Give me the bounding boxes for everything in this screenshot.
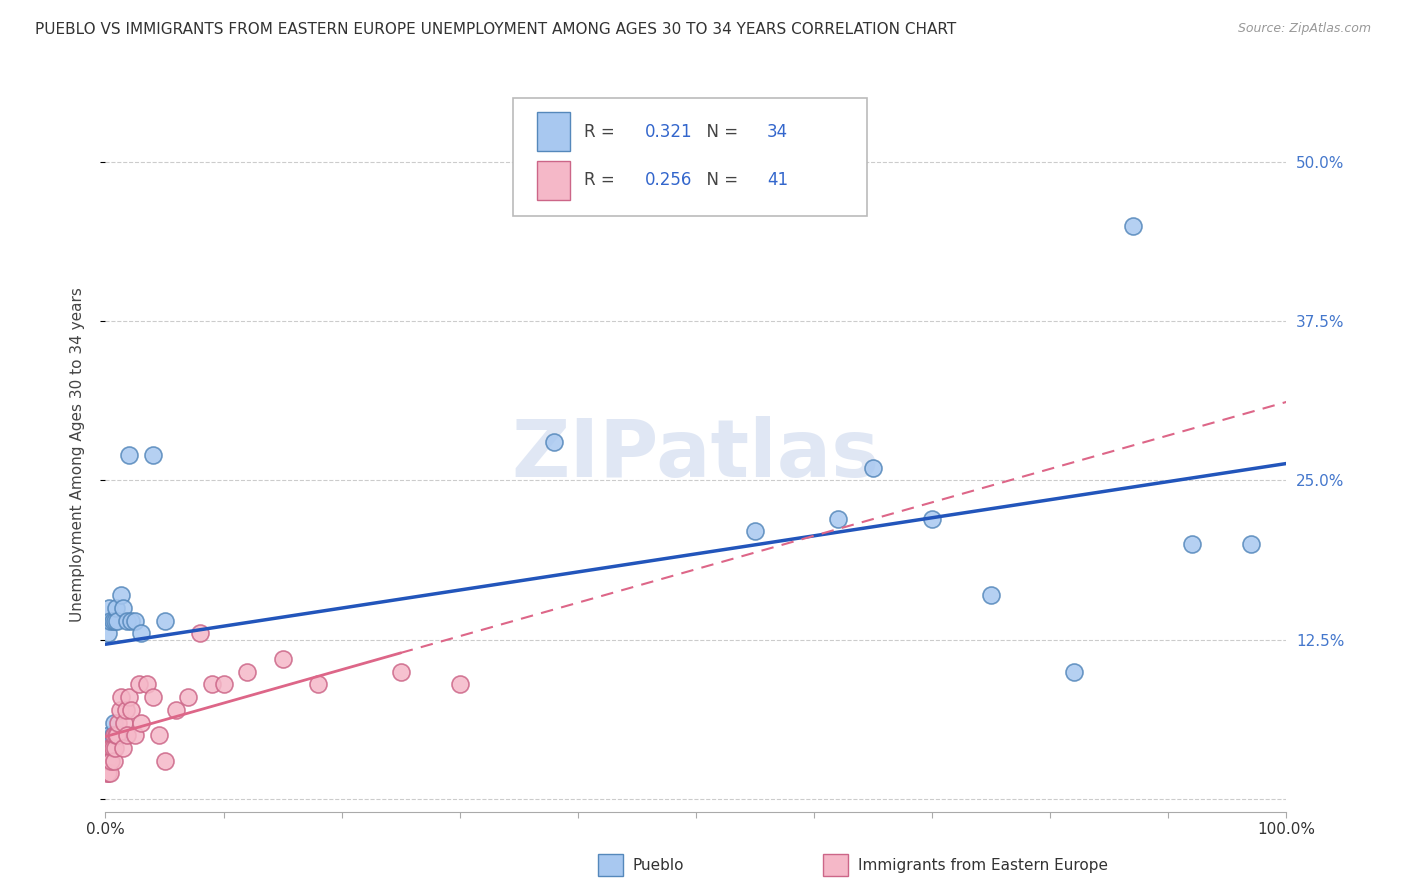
Point: [105, 614, 128, 628]
Point: [129, 626, 152, 640]
Point: [120, 614, 142, 628]
Point: [101, 614, 124, 628]
Point: [103, 754, 125, 768]
Point: [124, 614, 146, 628]
Point: [97, 626, 120, 640]
Point: [212, 677, 235, 691]
Point: [128, 677, 150, 691]
Point: [97, 766, 120, 780]
Text: N =: N =: [696, 171, 744, 189]
Point: [107, 715, 129, 730]
Point: [271, 652, 294, 666]
Bar: [537, 161, 569, 200]
Point: [100, 754, 122, 768]
Point: [124, 728, 146, 742]
Point: [120, 703, 142, 717]
Point: [104, 614, 127, 628]
Point: [1122, 219, 1144, 233]
Point: [103, 715, 125, 730]
Text: Immigrants from Eastern Europe: Immigrants from Eastern Europe: [858, 858, 1108, 872]
Point: [307, 677, 329, 691]
Point: [744, 524, 766, 539]
Text: 41: 41: [766, 171, 787, 189]
Point: [97, 754, 120, 768]
Point: [135, 677, 157, 691]
Point: [98, 754, 121, 768]
Point: [543, 435, 565, 450]
Text: R =: R =: [583, 123, 620, 141]
Point: [105, 728, 128, 742]
Text: Pueblo: Pueblo: [633, 858, 685, 872]
Point: [1063, 665, 1085, 679]
Text: 34: 34: [766, 123, 787, 141]
Point: [142, 448, 165, 462]
Point: [148, 728, 170, 742]
Point: [115, 614, 138, 628]
Point: [105, 600, 128, 615]
Point: [98, 614, 121, 628]
FancyBboxPatch shape: [513, 98, 868, 216]
Text: ZIPatlas: ZIPatlas: [512, 416, 880, 494]
Point: [118, 690, 141, 704]
Point: [201, 677, 224, 691]
Point: [110, 588, 132, 602]
Point: [103, 728, 125, 742]
Point: [980, 588, 1002, 602]
Point: [129, 715, 152, 730]
Point: [98, 728, 121, 742]
Point: [165, 703, 187, 717]
Point: [389, 665, 412, 679]
Point: [96, 766, 118, 780]
Text: PUEBLO VS IMMIGRANTS FROM EASTERN EUROPE UNEMPLOYMENT AMONG AGES 30 TO 34 YEARS : PUEBLO VS IMMIGRANTS FROM EASTERN EUROPE…: [35, 22, 956, 37]
Point: [1181, 537, 1204, 551]
Text: Source: ZipAtlas.com: Source: ZipAtlas.com: [1237, 22, 1371, 36]
Bar: [537, 112, 569, 152]
Point: [1240, 537, 1263, 551]
Y-axis label: Unemployment Among Ages 30 to 34 years: Unemployment Among Ages 30 to 34 years: [70, 287, 84, 623]
Text: 0.321: 0.321: [645, 123, 693, 141]
Point: [118, 448, 141, 462]
Point: [96, 754, 118, 768]
Point: [112, 600, 135, 615]
Point: [112, 715, 135, 730]
Point: [98, 600, 121, 615]
Point: [108, 703, 131, 717]
Text: R =: R =: [583, 171, 620, 189]
Point: [188, 626, 211, 640]
Point: [98, 741, 121, 756]
Point: [177, 690, 200, 704]
Point: [236, 665, 259, 679]
Point: [827, 511, 849, 525]
Point: [104, 741, 127, 756]
Point: [153, 614, 176, 628]
Point: [115, 728, 138, 742]
Point: [108, 728, 131, 742]
Point: [449, 677, 471, 691]
Point: [98, 754, 121, 768]
Point: [153, 754, 176, 768]
Text: N =: N =: [696, 123, 744, 141]
Bar: [823, 855, 848, 876]
Point: [862, 460, 884, 475]
Point: [101, 741, 124, 756]
Point: [112, 741, 135, 756]
Point: [100, 741, 122, 756]
Point: [98, 741, 121, 756]
Point: [100, 741, 122, 756]
Point: [101, 728, 124, 742]
Point: [105, 728, 128, 742]
Point: [142, 690, 165, 704]
Point: [110, 690, 132, 704]
Text: 0.256: 0.256: [645, 171, 693, 189]
Bar: [598, 855, 623, 876]
Point: [98, 766, 121, 780]
Point: [107, 728, 129, 742]
Point: [921, 511, 943, 525]
Point: [114, 703, 136, 717]
